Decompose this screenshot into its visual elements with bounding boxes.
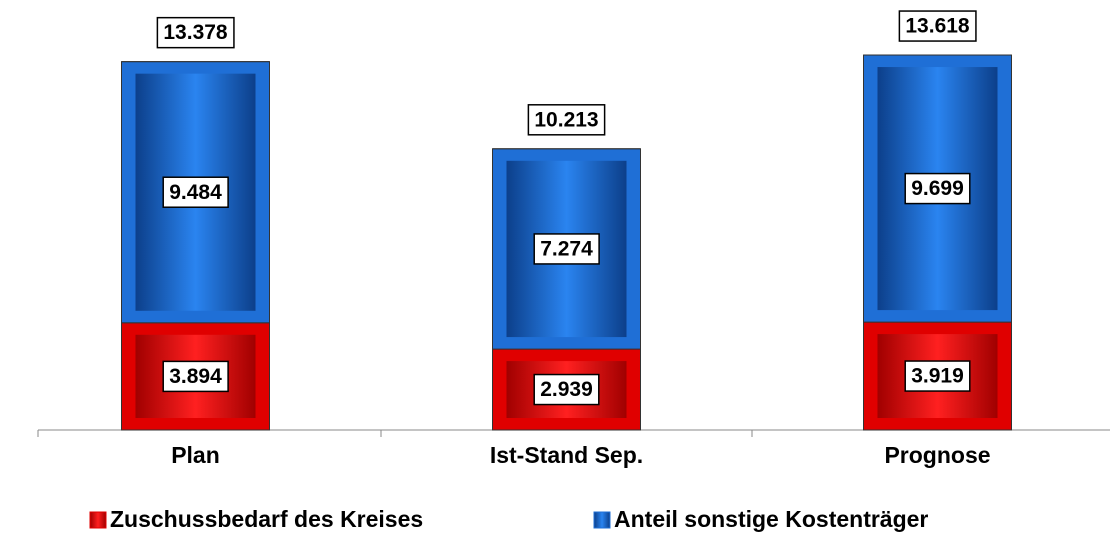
bar-segment [863,54,1012,323]
total-label-box [156,16,235,49]
value-label: 2.939 [540,378,593,401]
legend-swatch [593,511,611,529]
x-tick-label: Ist-Stand Sep. [490,442,643,468]
x-tick-label: Plan [171,442,220,468]
value-label: 7.274 [540,237,593,260]
value-label: 9.484 [169,181,222,204]
legend-item: Anteil sonstige Kostenträger [593,506,928,532]
value-label-box [162,176,229,208]
total-label: 13.378 [163,21,228,44]
value-label-box [533,373,600,406]
value-label-box [904,172,971,205]
total-label-box [898,10,977,42]
legend-swatch [89,511,107,529]
legend-item: Zuschussbedarf des Kreises [89,506,423,532]
value-label-box [162,360,229,393]
value-label: 3.894 [169,365,222,388]
legend-label: Zuschussbedarf des Kreises [110,506,423,532]
value-label-box [533,233,600,265]
value-label-box [904,360,971,392]
total-label-box [527,104,606,136]
total-label: 10.213 [534,108,598,131]
x-tick-label: Prognose [884,442,990,468]
legend-label: Anteil sonstige Kostenträger [614,506,928,532]
value-label: 9.699 [911,177,964,200]
total-label: 13.618 [905,15,970,38]
value-label: 3.919 [911,365,964,388]
